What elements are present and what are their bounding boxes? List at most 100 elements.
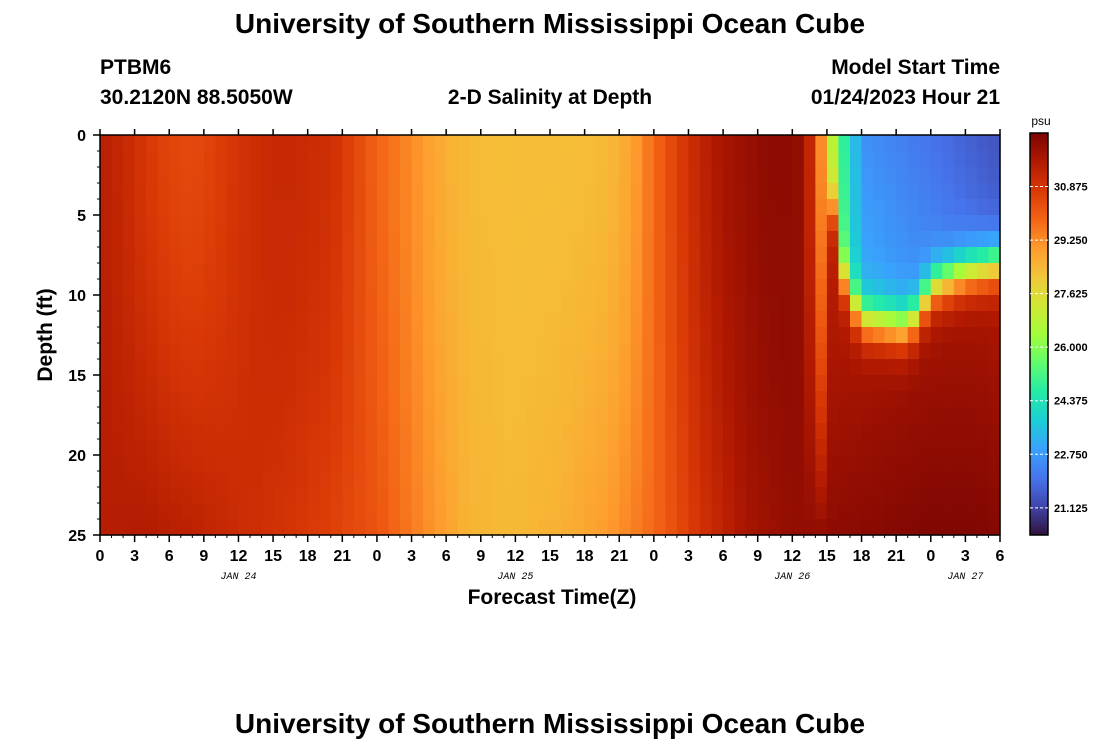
heatmap-cell [688,167,701,184]
heatmap-cell [942,519,955,536]
heatmap-cell [792,407,805,424]
heatmap-cell [907,359,920,376]
heatmap-cell [838,263,851,280]
colorbar-tick-label: 22.750 [1054,449,1088,461]
heatmap-cell [123,343,136,360]
heatmap-cell [953,359,966,376]
heatmap-cell [676,455,690,472]
heatmap-cell [388,327,401,344]
heatmap-cell [250,343,263,360]
heatmap-cell [953,311,966,328]
heatmap-cell [676,199,690,216]
heatmap-cell [734,439,747,456]
heatmap-cell [596,327,609,344]
heatmap-cell [965,199,978,216]
heatmap-cell [388,215,401,232]
heatmap-cell [711,231,724,248]
heatmap-cell [469,327,482,344]
heatmap-cell [815,263,828,280]
heatmap-cell [861,471,874,488]
heatmap-cell [250,135,263,152]
heatmap-cell [757,503,770,520]
heatmap-cell [815,183,828,200]
heatmap-cell [573,519,586,536]
heatmap-cell [919,135,932,152]
x-tick-label: 3 [407,548,416,565]
heatmap-cell [792,519,805,536]
heatmap-cell [353,311,366,328]
heatmap-cell [861,519,874,536]
heatmap-cell [907,295,920,312]
heatmap-cell [411,183,424,200]
heatmap-cell [665,519,678,536]
heatmap-cell [480,247,493,264]
heatmap-cell [826,135,840,152]
heatmap-cell [596,167,609,184]
heatmap-cell [907,135,920,152]
heatmap-cell [907,503,920,520]
heatmap-cell [826,455,840,472]
heatmap-cell [365,295,378,312]
heatmap-cell [815,455,828,472]
heatmap-cell [642,295,655,312]
heatmap-cell [215,471,228,488]
heatmap-cell [976,359,990,376]
heatmap-cell [192,311,205,328]
heatmap-cell [353,247,366,264]
heatmap-cell [665,391,678,408]
heatmap-cell [411,215,424,232]
heatmap-cell [953,439,966,456]
heatmap-cell [284,279,297,296]
heatmap-cell [411,167,424,184]
heatmap-cell [873,503,886,520]
heatmap-cell [642,439,655,456]
heatmap-cell [723,439,736,456]
heatmap-cell [538,135,551,152]
heatmap-cell [526,231,540,248]
heatmap-cell [884,375,897,392]
heatmap-cell [723,183,736,200]
heatmap-cell [965,423,978,440]
heatmap-cell [457,135,470,152]
heatmap-cell [446,359,459,376]
heatmap-cell [550,247,563,264]
heatmap-cell [238,391,251,408]
heatmap-cell [850,215,863,232]
heatmap-cell [515,343,528,360]
heatmap-cell [769,423,782,440]
heatmap-cell [930,359,943,376]
heatmap-cell [100,167,113,184]
heatmap-cell [942,231,955,248]
heatmap-cell [953,327,966,344]
heatmap-cell [976,375,990,392]
heatmap-cell [976,135,990,152]
x-axis-label: Forecast Time(Z) [468,586,637,609]
heatmap-cell [803,327,816,344]
heatmap-cell [734,151,747,168]
heatmap-cell [284,519,297,536]
heatmap-cell [400,295,413,312]
heatmap-cell [850,263,863,280]
heatmap-cell [953,135,966,152]
heatmap-cell [711,439,724,456]
heatmap-cell [792,471,805,488]
heatmap-cell [238,375,251,392]
heatmap-cell [584,199,597,216]
heatmap-cell [238,167,251,184]
heatmap-cell [653,391,666,408]
heatmap-cell [226,455,240,472]
heatmap-cell [769,343,782,360]
heatmap-cell [792,327,805,344]
heatmap-cell [353,167,366,184]
heatmap-cell [907,423,920,440]
heatmap-cell [180,343,193,360]
heatmap-cell [607,455,620,472]
heatmap-cell [446,487,459,504]
heatmap-cell [469,295,482,312]
heatmap-cell [653,487,666,504]
heatmap-cell [803,343,816,360]
heatmap-cell [400,439,413,456]
heatmap-cell [296,471,309,488]
heatmap-cell [850,391,863,408]
heatmap-cell [388,311,401,328]
